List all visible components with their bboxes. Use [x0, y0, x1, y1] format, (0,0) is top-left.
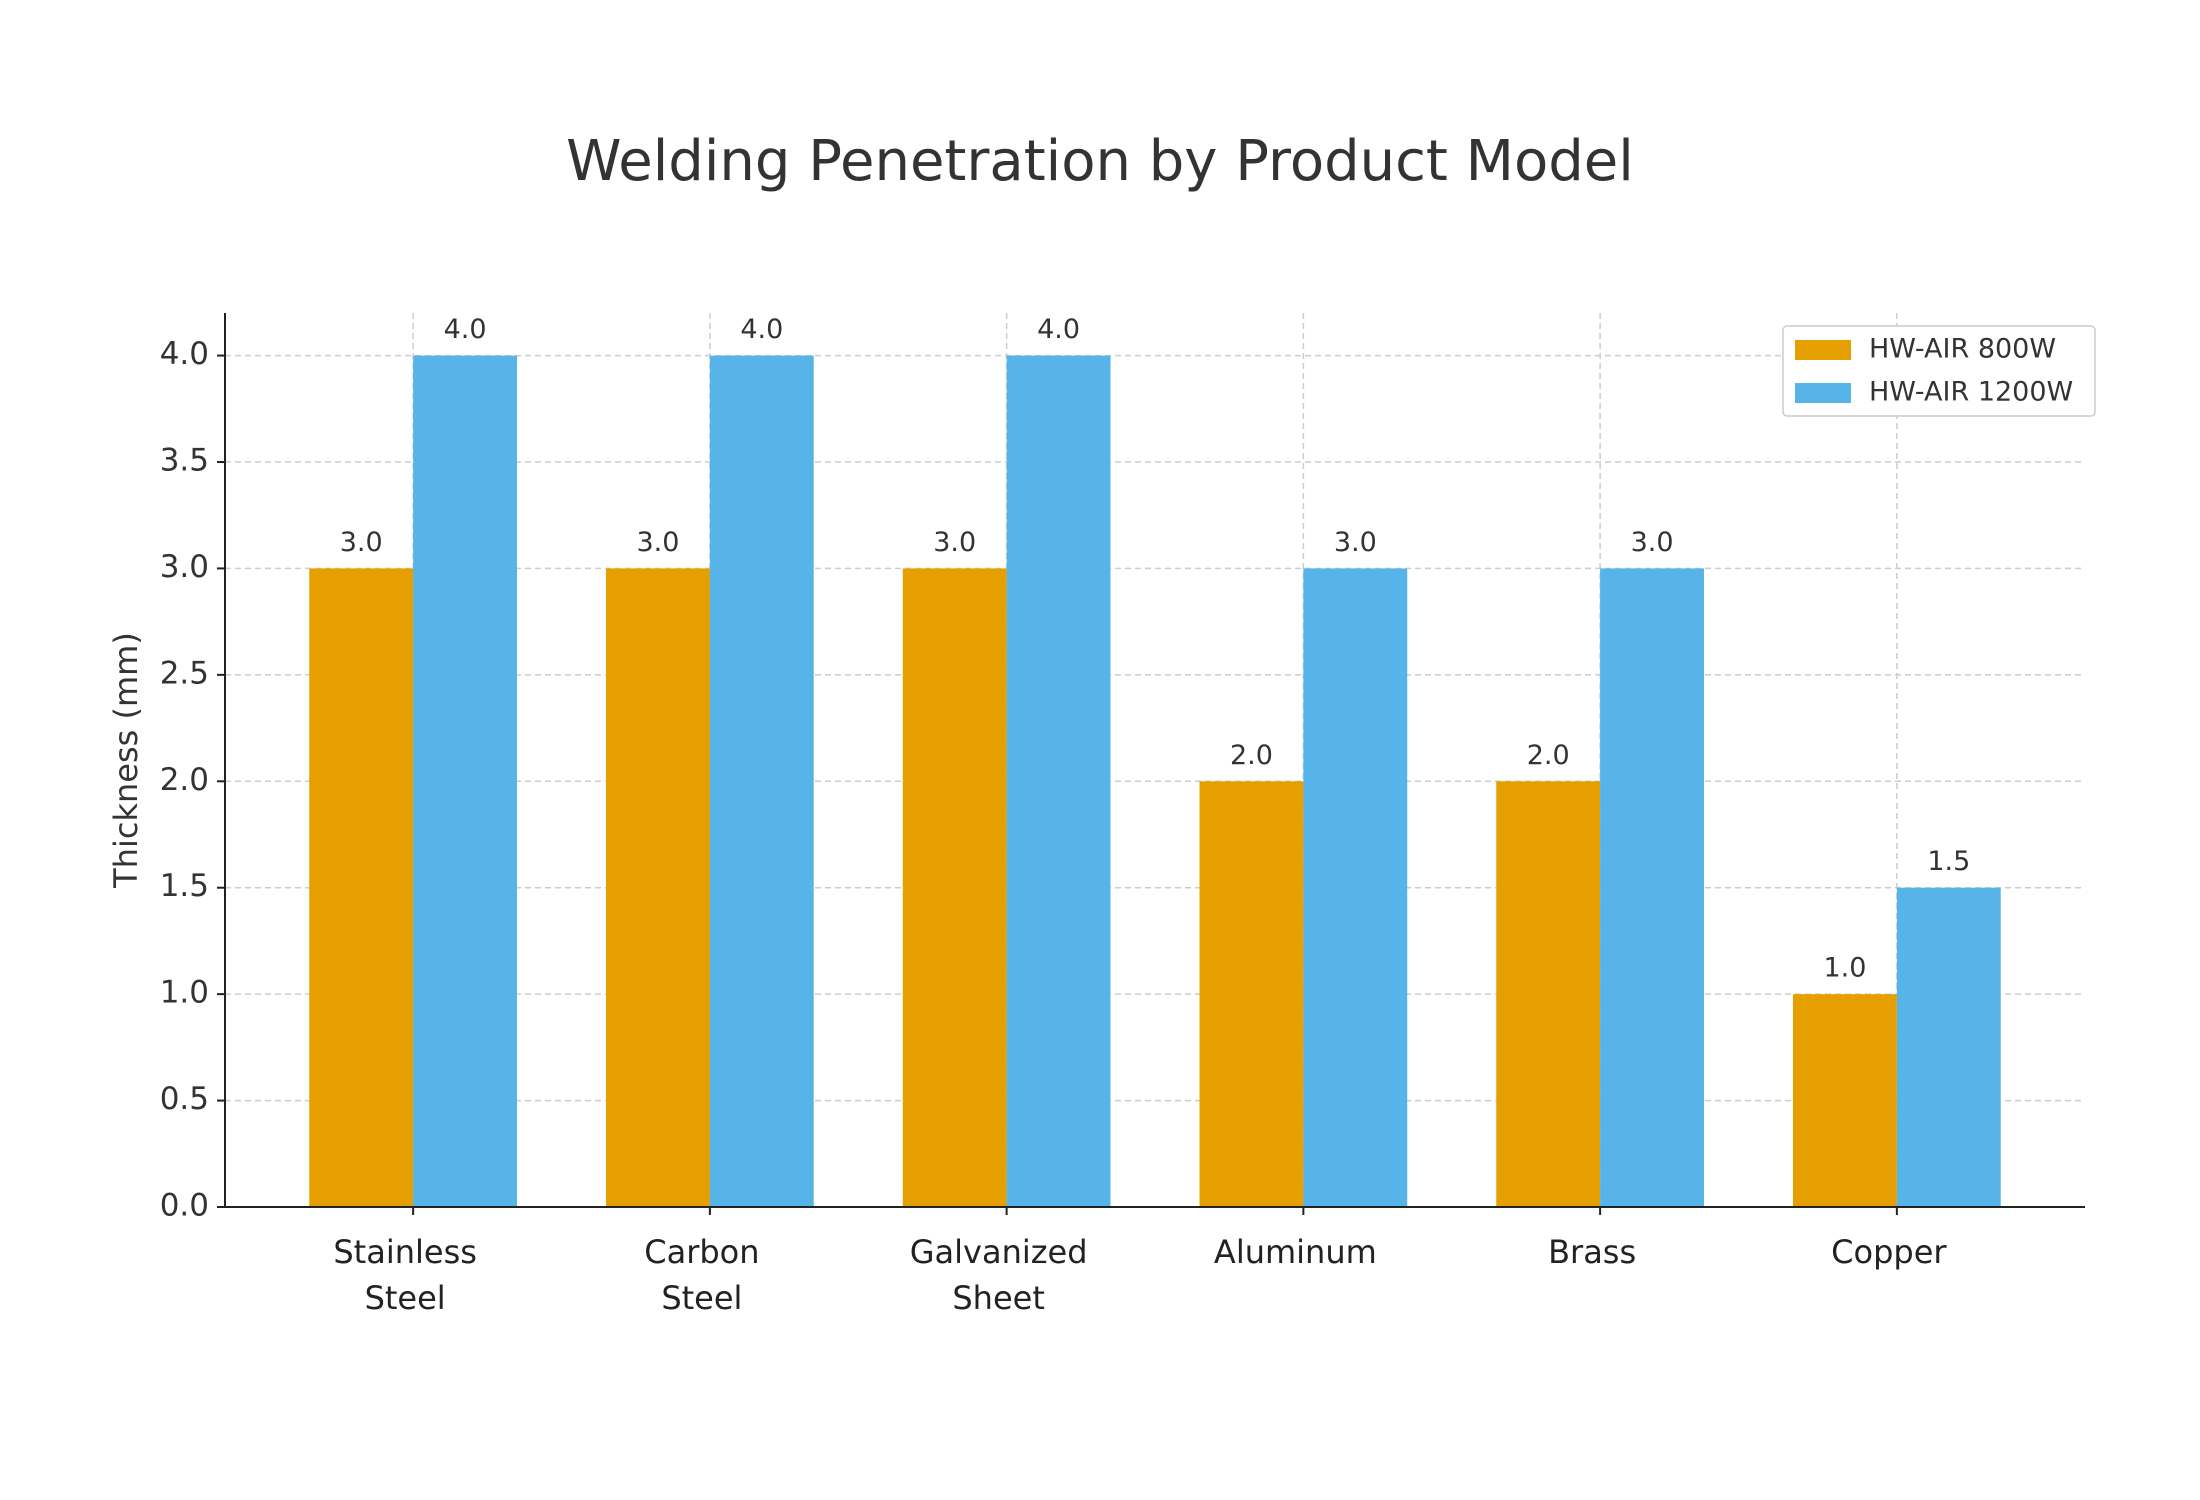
value-label: 3.0: [933, 527, 976, 558]
value-label: 3.0: [636, 527, 679, 558]
bar: [1793, 994, 1897, 1207]
bar: [709, 355, 814, 1208]
value-label: 1.0: [1823, 953, 1866, 984]
bar: [606, 568, 710, 1207]
bar: [1896, 887, 2001, 1207]
bar: [1600, 568, 1704, 1207]
value-label: 3.0: [1631, 527, 1674, 558]
y-tick-label: 4.0: [160, 336, 209, 372]
value-label: 4.0: [1037, 314, 1080, 345]
y-tick-label: 1.0: [160, 975, 209, 1011]
value-label: 3.0: [340, 527, 383, 558]
legend-swatch: [1795, 383, 1851, 403]
legend-box: [1782, 325, 2096, 417]
value-label: 1.5: [1927, 846, 1970, 877]
value-label: 4.0: [444, 314, 487, 345]
y-tick-label: 0.0: [160, 1188, 209, 1224]
value-label: 2.0: [1527, 740, 1570, 771]
value-label: 4.0: [740, 314, 783, 345]
y-tick-label: 2.0: [160, 762, 209, 798]
y-tick-label: 0.5: [160, 1081, 209, 1117]
bar: [1006, 355, 1111, 1208]
bar: [309, 568, 414, 1207]
bar: [1303, 568, 1408, 1207]
y-tick-label: 1.5: [160, 868, 209, 904]
y-tick-label: 2.5: [160, 655, 209, 691]
bar: [413, 355, 517, 1208]
x-tick-label: Brass: [1548, 1233, 1637, 1271]
legend-label: HW-AIR 800W: [1869, 334, 2056, 365]
chart-title: Welding Penetration by Product Model: [566, 129, 1634, 194]
y-tick-label: 3.0: [160, 549, 209, 585]
x-tick-label: Galvanized Sheet: [909, 1233, 1088, 1317]
y-tick-label: 3.5: [160, 443, 209, 479]
value-label: 3.0: [1334, 527, 1377, 558]
bar: [902, 568, 1007, 1207]
x-tick-label: Carbon Steel: [644, 1233, 760, 1317]
y-axis-label: Thickness (mm): [107, 632, 145, 889]
bar: [1199, 781, 1304, 1207]
x-tick-label: Stainless Steel: [333, 1233, 477, 1317]
x-tick-label: Copper: [1831, 1233, 1947, 1271]
legend-label: HW-AIR 1200W: [1869, 377, 2073, 408]
x-tick-label: Aluminum: [1213, 1233, 1377, 1271]
bar: [1496, 781, 1601, 1207]
legend-swatch: [1795, 340, 1851, 360]
value-label: 2.0: [1230, 740, 1273, 771]
